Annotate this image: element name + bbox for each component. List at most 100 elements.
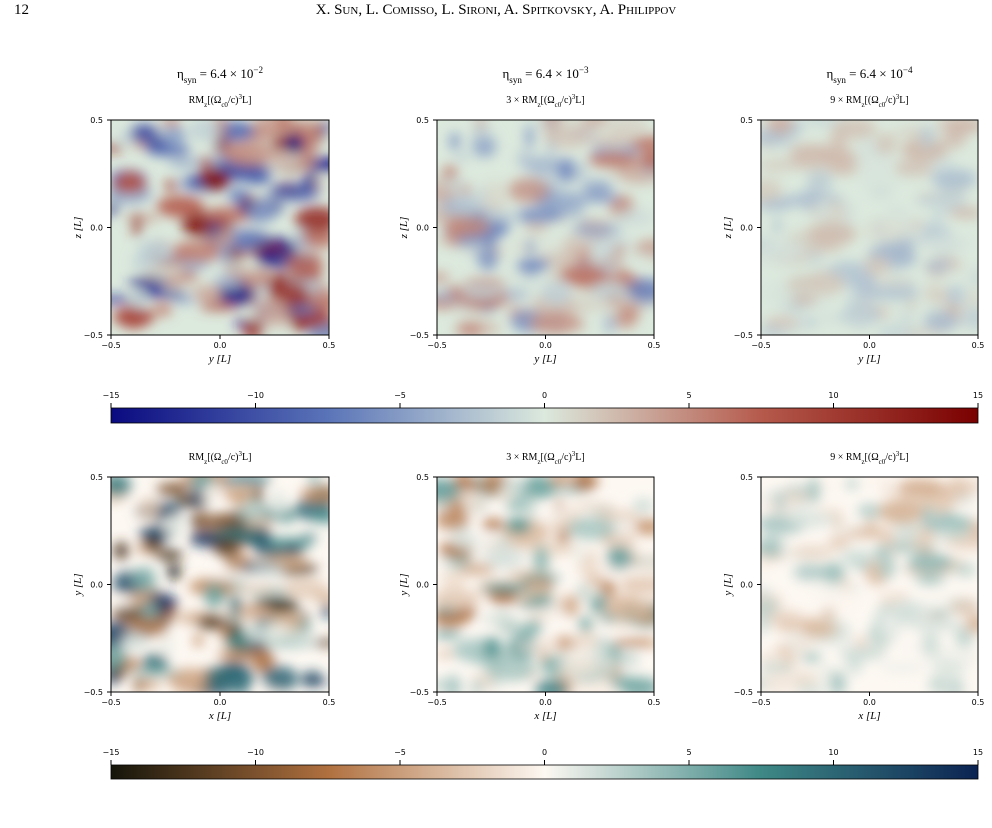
blob [172, 295, 196, 305]
blob [519, 574, 562, 582]
colorbar-tick-label: −15 [103, 391, 120, 400]
blob [817, 507, 836, 515]
text-part: 9 × RM [830, 452, 861, 463]
y-tick-label: 0.0 [416, 581, 429, 590]
blob [923, 311, 959, 332]
blob [254, 298, 289, 325]
page-number: 12 [14, 2, 29, 18]
blob [480, 612, 520, 628]
blob [520, 477, 558, 499]
blob [600, 661, 610, 669]
panel-subtitle: 3 × RMz[(Ωc0/c)3L] [506, 93, 585, 109]
text-part: −3 [579, 65, 589, 75]
blob [481, 583, 531, 593]
blob [128, 617, 168, 636]
heatmap [761, 120, 978, 335]
blob [474, 186, 486, 208]
blob [189, 477, 215, 489]
blob [285, 543, 302, 557]
text-part: z [537, 458, 540, 466]
blob [463, 278, 508, 287]
blob [117, 171, 144, 193]
text-part: 3 × RM [506, 95, 537, 106]
text-part: −2 [253, 65, 263, 75]
blob [777, 148, 793, 159]
blob [460, 605, 477, 620]
blob [787, 295, 818, 305]
blob [932, 659, 966, 676]
blob [573, 540, 585, 564]
blob [212, 274, 244, 289]
blob [488, 589, 519, 605]
blob [131, 680, 161, 689]
blob [570, 224, 623, 236]
text-part: RM [189, 95, 205, 106]
blob [579, 120, 611, 124]
blob [191, 511, 210, 531]
blob [118, 306, 149, 329]
x-tick-label: −0.5 [101, 341, 120, 350]
blob [482, 518, 505, 531]
x-tick-label: 0.0 [214, 698, 227, 707]
blob [581, 180, 613, 196]
y-axis-label: y [L] [72, 573, 84, 596]
blob [437, 680, 443, 690]
blob [621, 649, 639, 669]
blob [162, 128, 187, 144]
blob [762, 669, 798, 692]
blob [587, 152, 639, 168]
colorbar-tick-label: −15 [103, 748, 120, 757]
text-part: /c) [228, 452, 239, 463]
x-tick-label: 0.0 [863, 341, 876, 350]
blob [526, 239, 535, 254]
y-axis-label: z [L] [722, 217, 734, 240]
blob [614, 259, 624, 268]
blob [619, 577, 654, 594]
blob [125, 213, 160, 223]
blob [761, 160, 802, 170]
blob [942, 266, 978, 278]
heatmap [761, 477, 978, 692]
blob [267, 490, 288, 515]
text-part: c0 [221, 458, 228, 466]
blob [300, 678, 329, 686]
blob [456, 321, 484, 335]
x-tick-label: 0.5 [972, 341, 985, 350]
blob [225, 257, 238, 267]
text-part: /c) [885, 95, 896, 106]
blob [285, 252, 325, 276]
blob [571, 477, 598, 491]
blob [953, 562, 977, 576]
text-part: z [204, 458, 207, 466]
blob [817, 199, 831, 222]
colorbar-tick-label: 5 [686, 748, 691, 757]
blob [920, 506, 935, 524]
y-tick-label: 0.0 [416, 224, 429, 233]
blob [561, 235, 583, 260]
blob [141, 652, 169, 673]
blob [276, 120, 290, 132]
blob [636, 551, 654, 576]
heatmap [111, 477, 329, 692]
blob [213, 527, 261, 540]
x-axis-label: x [L] [857, 710, 880, 722]
blob [801, 651, 822, 664]
y-tick-label: −0.5 [84, 688, 103, 697]
y-tick-label: 0.5 [740, 473, 753, 482]
blob [253, 486, 263, 504]
blob [140, 601, 158, 620]
blob [857, 503, 883, 519]
blob [227, 248, 244, 260]
blob [906, 300, 918, 309]
blob [482, 180, 507, 199]
panel-subtitle: 3 × RMz[(Ωc0/c)3L] [506, 450, 585, 466]
blob [194, 249, 205, 261]
blob [761, 587, 770, 602]
blob [611, 675, 643, 692]
x-tick-label: −0.5 [427, 698, 446, 707]
x-tick-label: 0.0 [863, 698, 876, 707]
text-part: syn [509, 75, 522, 85]
text-part: η [826, 66, 833, 81]
blob [307, 322, 329, 335]
